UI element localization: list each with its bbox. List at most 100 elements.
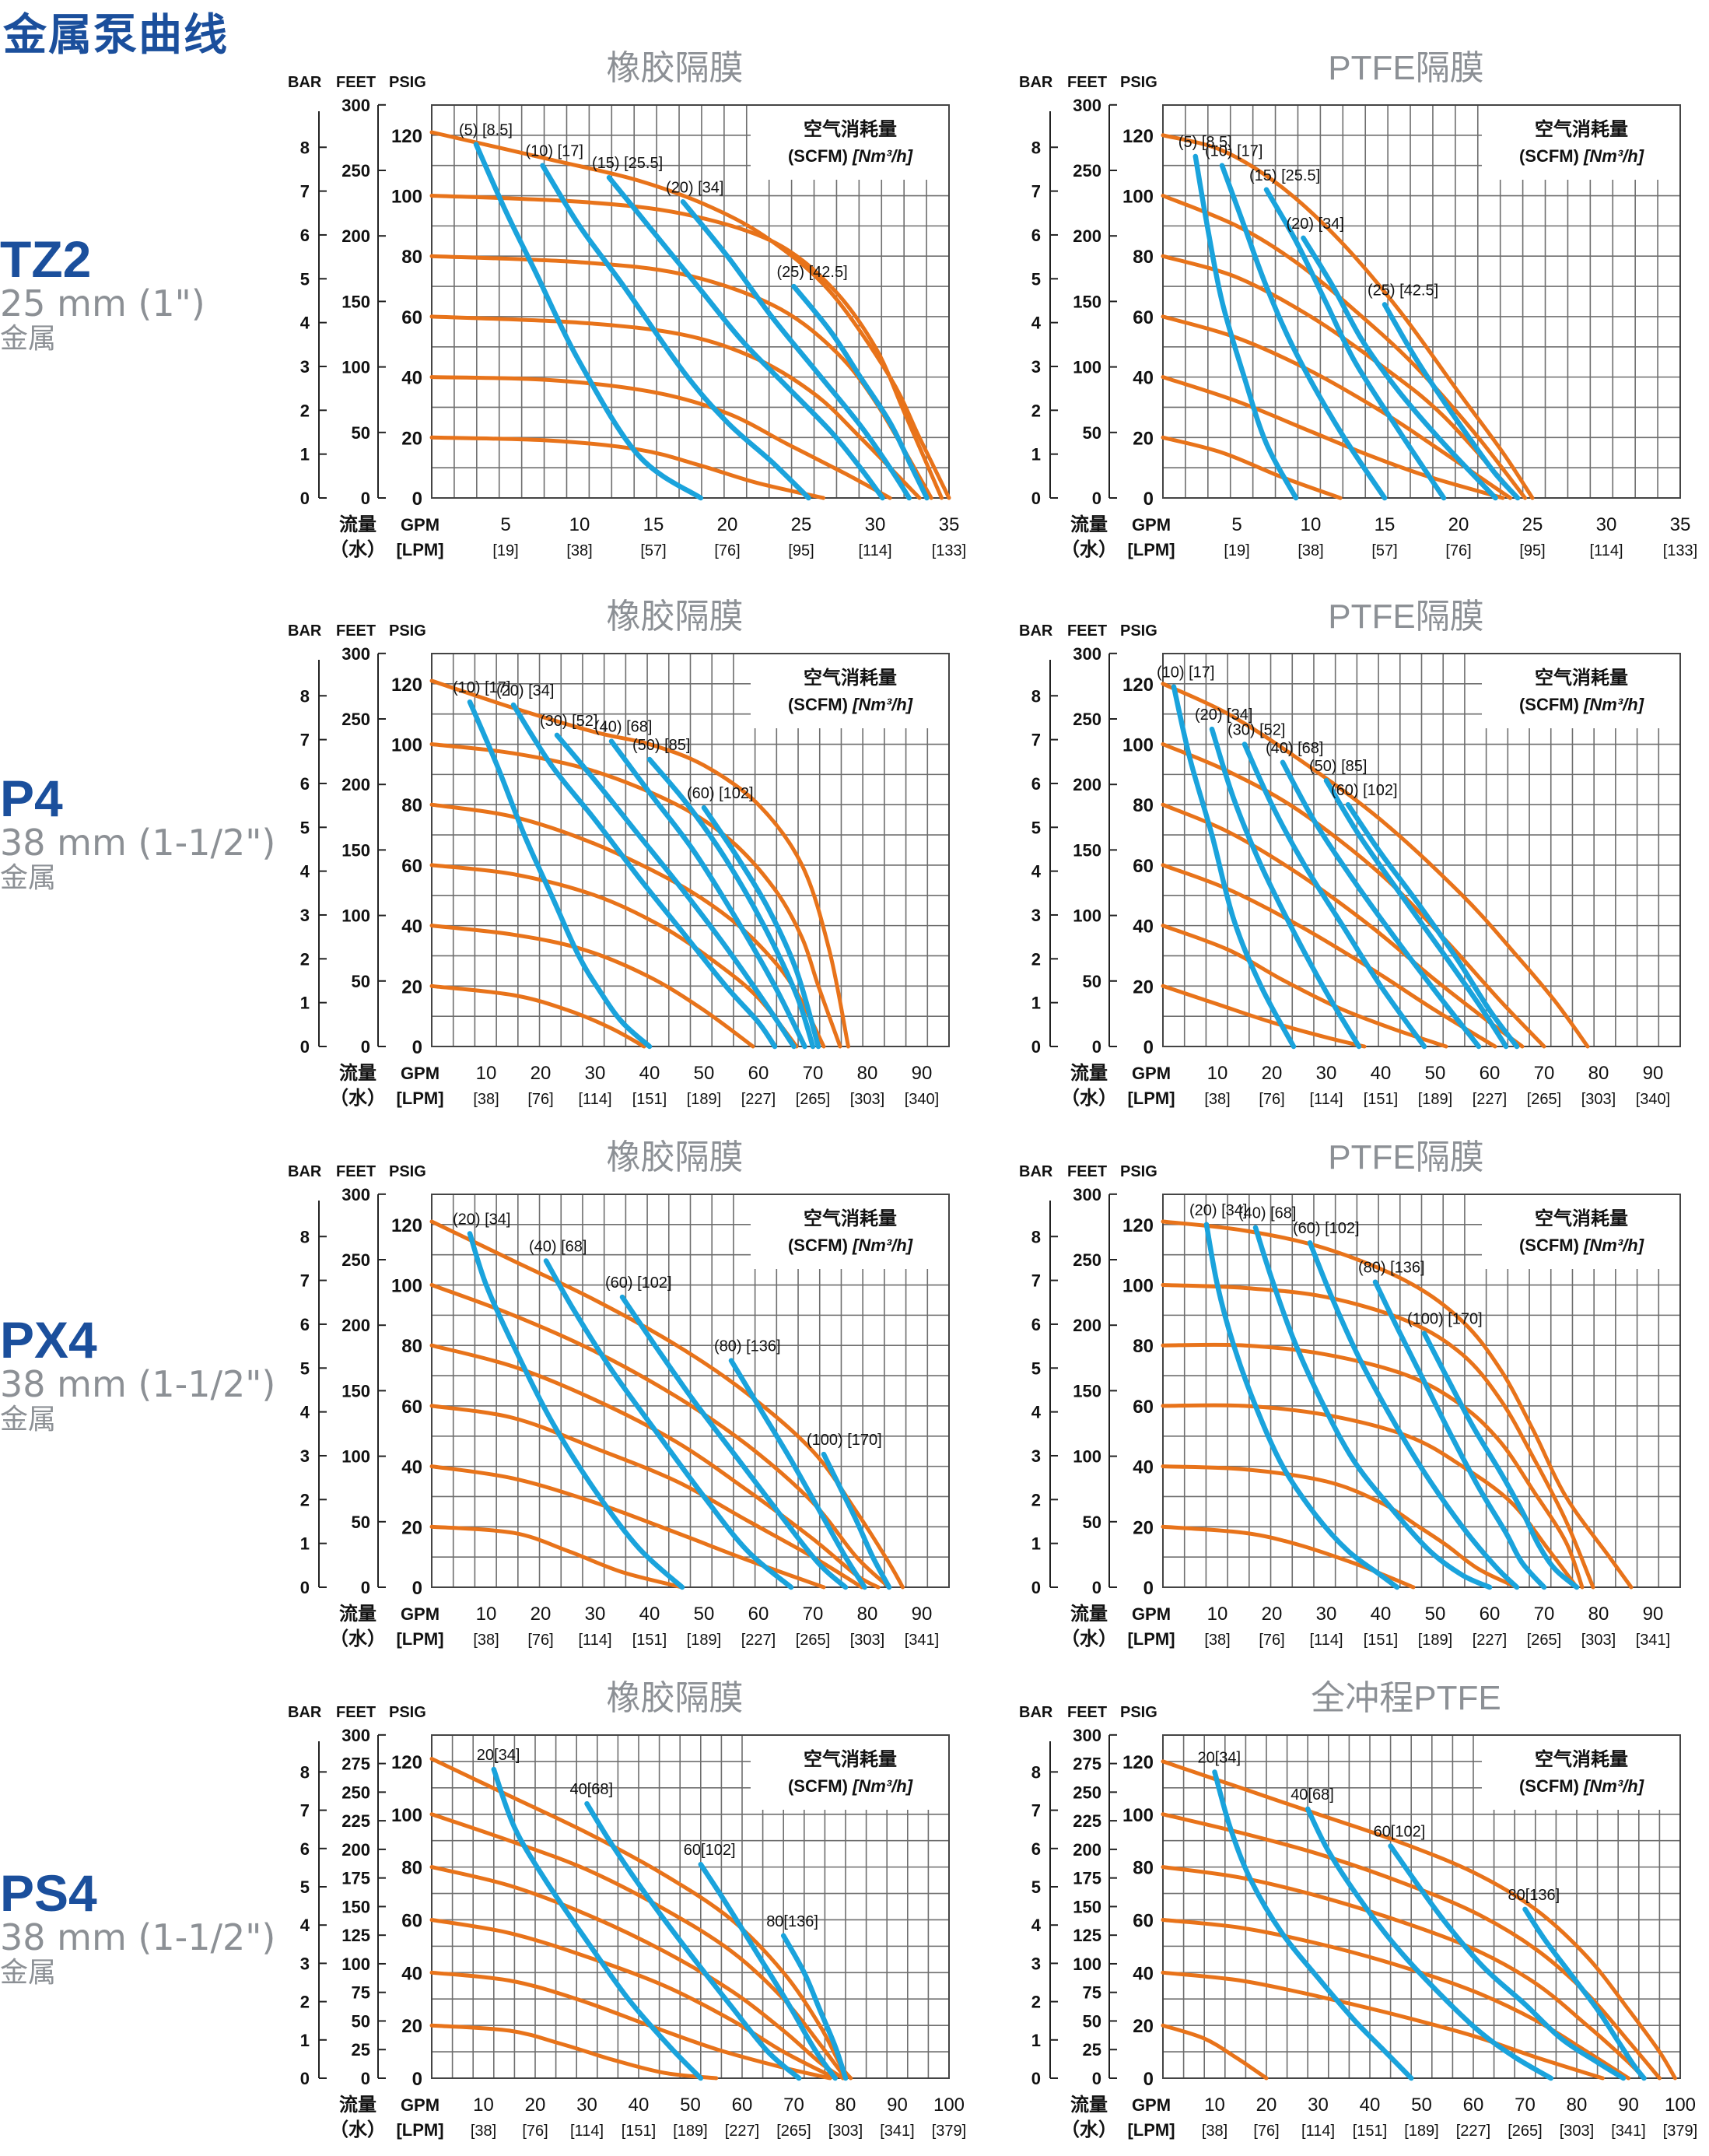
- lpm-tick-label: [379]: [932, 2123, 966, 2140]
- lpm-tick-label: [151]: [632, 1632, 667, 1649]
- air-curve-label: 80[136]: [766, 1913, 818, 1930]
- air-curve: [540, 163, 811, 501]
- bar-tick-label: 8: [300, 138, 310, 157]
- psig-tick-label: 100: [391, 187, 422, 208]
- gpm-tick-label: 80: [1567, 2095, 1588, 2116]
- psig-tick-label: 20: [401, 976, 422, 997]
- gpm-tick-label: 10: [476, 1063, 497, 1084]
- air-curve-label: 40[68]: [1291, 1786, 1334, 1804]
- legend-units: (SCFM) [Nm³/h]: [1519, 1236, 1644, 1255]
- head-curve-60psi: [1161, 1403, 1579, 1590]
- model-name: PX4: [0, 1311, 97, 1369]
- model-block-tz2: TZ2 25 mm (1") 金属: [0, 233, 280, 356]
- lpm-tick-label: [265]: [1508, 2123, 1542, 2140]
- lpm-tick-label: [265]: [1527, 1632, 1561, 1649]
- lpm-label: [LPM]: [396, 2120, 443, 2140]
- lpm-tick-label: [114]: [1310, 1091, 1343, 1108]
- flow-label-water: （水）: [1061, 2119, 1117, 2140]
- lpm-tick-label: [38]: [473, 1091, 499, 1108]
- model-material: 金属: [0, 1957, 57, 1989]
- air-curve-label: (60) [102]: [687, 785, 754, 802]
- bar-tick-label: 1: [1031, 994, 1041, 1013]
- gpm-tick-label: 10: [569, 514, 590, 535]
- gpm-tick-label: 10: [1301, 514, 1322, 535]
- bar-tick-label: 5: [1031, 1877, 1041, 1897]
- chart-title: 橡胶隔膜: [607, 1138, 744, 1176]
- legend-title: 空气消耗量: [804, 1748, 897, 1770]
- bar-tick-label: 6: [300, 226, 310, 245]
- lpm-tick-label: [303]: [850, 1091, 884, 1108]
- axis-header-feet: FEET: [336, 74, 376, 91]
- gpm-tick-label: 20: [1262, 1063, 1283, 1084]
- model-size: 25 mm (1"): [0, 282, 205, 324]
- psig-tick-label: 100: [1122, 1805, 1154, 1826]
- psig-tick-label: 100: [1122, 187, 1154, 208]
- feet-tick-label: 300: [1073, 644, 1101, 664]
- feet-tick-label: 175: [1073, 1869, 1101, 1888]
- air-curve: [646, 756, 816, 1050]
- air-curve-label: (20) [34]: [1189, 1202, 1247, 1219]
- feet-tick-label: 250: [341, 710, 370, 729]
- model-material: 金属: [0, 1404, 57, 1436]
- psig-tick-label: 20: [401, 1517, 422, 1538]
- air-curve-label: (30) [52]: [1227, 722, 1285, 739]
- bar-tick-label: 3: [300, 906, 310, 925]
- lpm-tick-label: [227]: [725, 2123, 759, 2140]
- axis-header-feet: FEET: [1067, 1704, 1107, 1721]
- gpm-tick-label: 40: [1371, 1604, 1392, 1625]
- legend-units-scfm: (SCFM): [788, 1236, 853, 1255]
- air-curve-label: (10) [17]: [1157, 664, 1214, 682]
- feet-tick-label: 250: [1073, 1250, 1101, 1270]
- bar-tick-label: 0: [300, 489, 310, 508]
- gpm-tick-label: 70: [783, 2095, 804, 2116]
- legend-units-nm3h: [Nm³/h]: [1583, 146, 1644, 166]
- lpm-tick-label: [265]: [796, 1632, 830, 1649]
- bar-tick-label: 5: [1031, 818, 1041, 837]
- gpm-tick-label: 60: [1480, 1063, 1501, 1084]
- legend-units: (SCFM) [Nm³/h]: [788, 146, 913, 166]
- feet-tick-label: 100: [1073, 1954, 1101, 1974]
- feet-tick-label: 225: [341, 1811, 370, 1831]
- lpm-tick-label: [151]: [1353, 2123, 1387, 2140]
- flow-label-water: （水）: [330, 539, 386, 560]
- bar-tick-label: 8: [300, 686, 310, 706]
- model-size: 38 mm (1-1/2"): [0, 1916, 276, 1958]
- psig-tick-label: 0: [412, 489, 422, 510]
- feet-tick-label: 50: [352, 423, 370, 443]
- flow-label: 流量: [1070, 514, 1108, 535]
- air-curve: [606, 174, 885, 501]
- bar-tick-label: 2: [1031, 1490, 1041, 1509]
- air-curve: [1301, 235, 1498, 501]
- head-curve-120psi: [1161, 1759, 1677, 2081]
- psig-tick-label: 120: [1122, 1215, 1154, 1236]
- legend-units-scfm: (SCFM): [1519, 146, 1584, 166]
- legend-units-nm3h: [Nm³/h]: [1583, 1776, 1644, 1796]
- bar-tick-label: 5: [300, 1877, 310, 1897]
- air-curve: [701, 805, 821, 1050]
- air-curve: [1241, 741, 1427, 1050]
- lpm-tick-label: [133]: [1663, 542, 1697, 559]
- model-block-p4: P4 38 mm (1-1/2") 金属: [0, 773, 280, 895]
- gpm-tick-label: 40: [1360, 2095, 1381, 2116]
- feet-tick-label: 0: [1092, 1037, 1101, 1057]
- lpm-tick-label: [38]: [471, 2123, 496, 2140]
- feet-tick-label: 0: [1092, 1578, 1101, 1597]
- feet-tick-label: 150: [1073, 292, 1101, 311]
- psig-tick-label: 0: [1143, 1578, 1154, 1599]
- air-curve: [473, 142, 704, 501]
- gpm-label: GPM: [401, 1064, 440, 1083]
- lpm-tick-label: [76]: [1445, 542, 1471, 559]
- bar-tick-label: 5: [300, 269, 310, 289]
- air-curve: [1421, 1330, 1580, 1590]
- plot-frame: [1162, 1734, 1681, 2079]
- air-curve: [1382, 302, 1521, 501]
- psig-tick-label: 120: [1122, 1752, 1154, 1773]
- feet-tick-label: 150: [341, 840, 370, 860]
- gpm-tick-label: 30: [576, 2095, 597, 2116]
- axis-header-feet: FEET: [1067, 1163, 1107, 1180]
- gpm-tick-label: 5: [1231, 514, 1241, 535]
- feet-tick-label: 150: [1073, 1381, 1101, 1401]
- legend-box: [751, 1195, 948, 1269]
- air-curve: [1219, 163, 1388, 501]
